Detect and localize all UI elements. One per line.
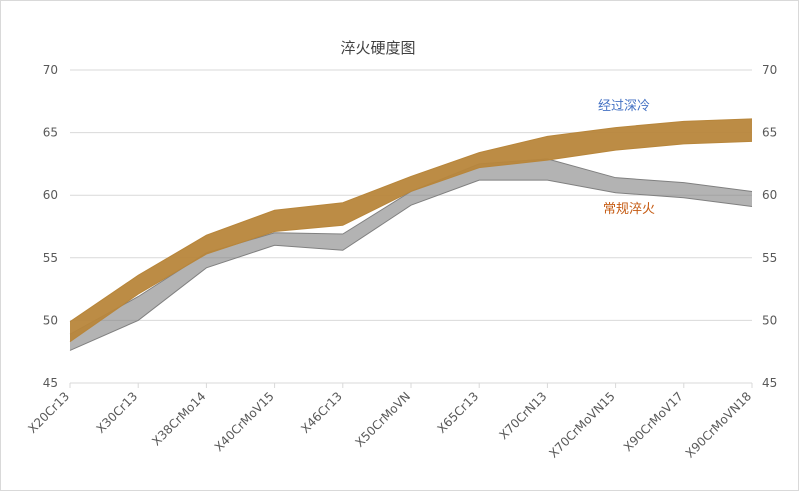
y-tick-label-right: 60 bbox=[762, 188, 777, 202]
x-tick-label: X46Cr13 bbox=[298, 389, 345, 436]
right-axis: 45 50 55 60 65 70 bbox=[762, 63, 777, 390]
x-tick-label: X90CrMoV17 bbox=[621, 389, 686, 454]
x-tick-label: X90CrMoVN18 bbox=[683, 389, 754, 460]
y-tick-label-right: 50 bbox=[762, 313, 777, 327]
y-tick-label-left: 45 bbox=[43, 376, 58, 390]
series-lower-edge-1 bbox=[69, 140, 753, 343]
y-tick-label-left: 70 bbox=[43, 63, 58, 77]
y-tick-label-left: 50 bbox=[43, 313, 58, 327]
y-tick-label-left: 65 bbox=[43, 126, 58, 140]
chart-title: 淬火硬度图 bbox=[340, 39, 415, 57]
y-tick-label-right: 65 bbox=[762, 126, 777, 140]
x-tick-label: X65Cr13 bbox=[435, 389, 482, 436]
y-tick-label-right: 70 bbox=[762, 63, 777, 77]
x-tick-label: X20Cr13 bbox=[25, 389, 72, 436]
annotation-deep-cryogenic: 经过深冷 bbox=[598, 99, 650, 114]
y-tick-label-right: 55 bbox=[762, 251, 777, 265]
y-tick-label-left: 55 bbox=[43, 251, 58, 265]
x-tick-label: X30Cr13 bbox=[94, 389, 141, 436]
series-lower-edge-0 bbox=[69, 179, 753, 351]
x-tick-label: X70CrMoVN15 bbox=[546, 389, 617, 460]
x-axis: X20Cr13 X30Cr13 X38CrMo14 X40CrMoV15 X46Cr13… bbox=[25, 383, 754, 461]
x-tick-label: X70CrN13 bbox=[496, 389, 549, 442]
left-axis: 45 50 55 60 65 70 bbox=[43, 63, 58, 390]
series-band-0 bbox=[70, 158, 752, 351]
y-tick-label-right: 45 bbox=[762, 376, 777, 390]
series-band-1 bbox=[70, 118, 752, 342]
band-layer bbox=[69, 118, 753, 351]
x-tick-label: X50CrMoVN bbox=[353, 389, 414, 450]
x-tick-label: X40CrMoV15 bbox=[212, 389, 277, 454]
series-upper-edge-1 bbox=[69, 118, 753, 323]
x-tick-label: X38CrMo14 bbox=[149, 389, 208, 448]
annotation-conventional-quench: 常规淬火 bbox=[603, 202, 655, 217]
gridlines bbox=[70, 69, 752, 384]
y-tick-label-left: 60 bbox=[43, 188, 58, 202]
